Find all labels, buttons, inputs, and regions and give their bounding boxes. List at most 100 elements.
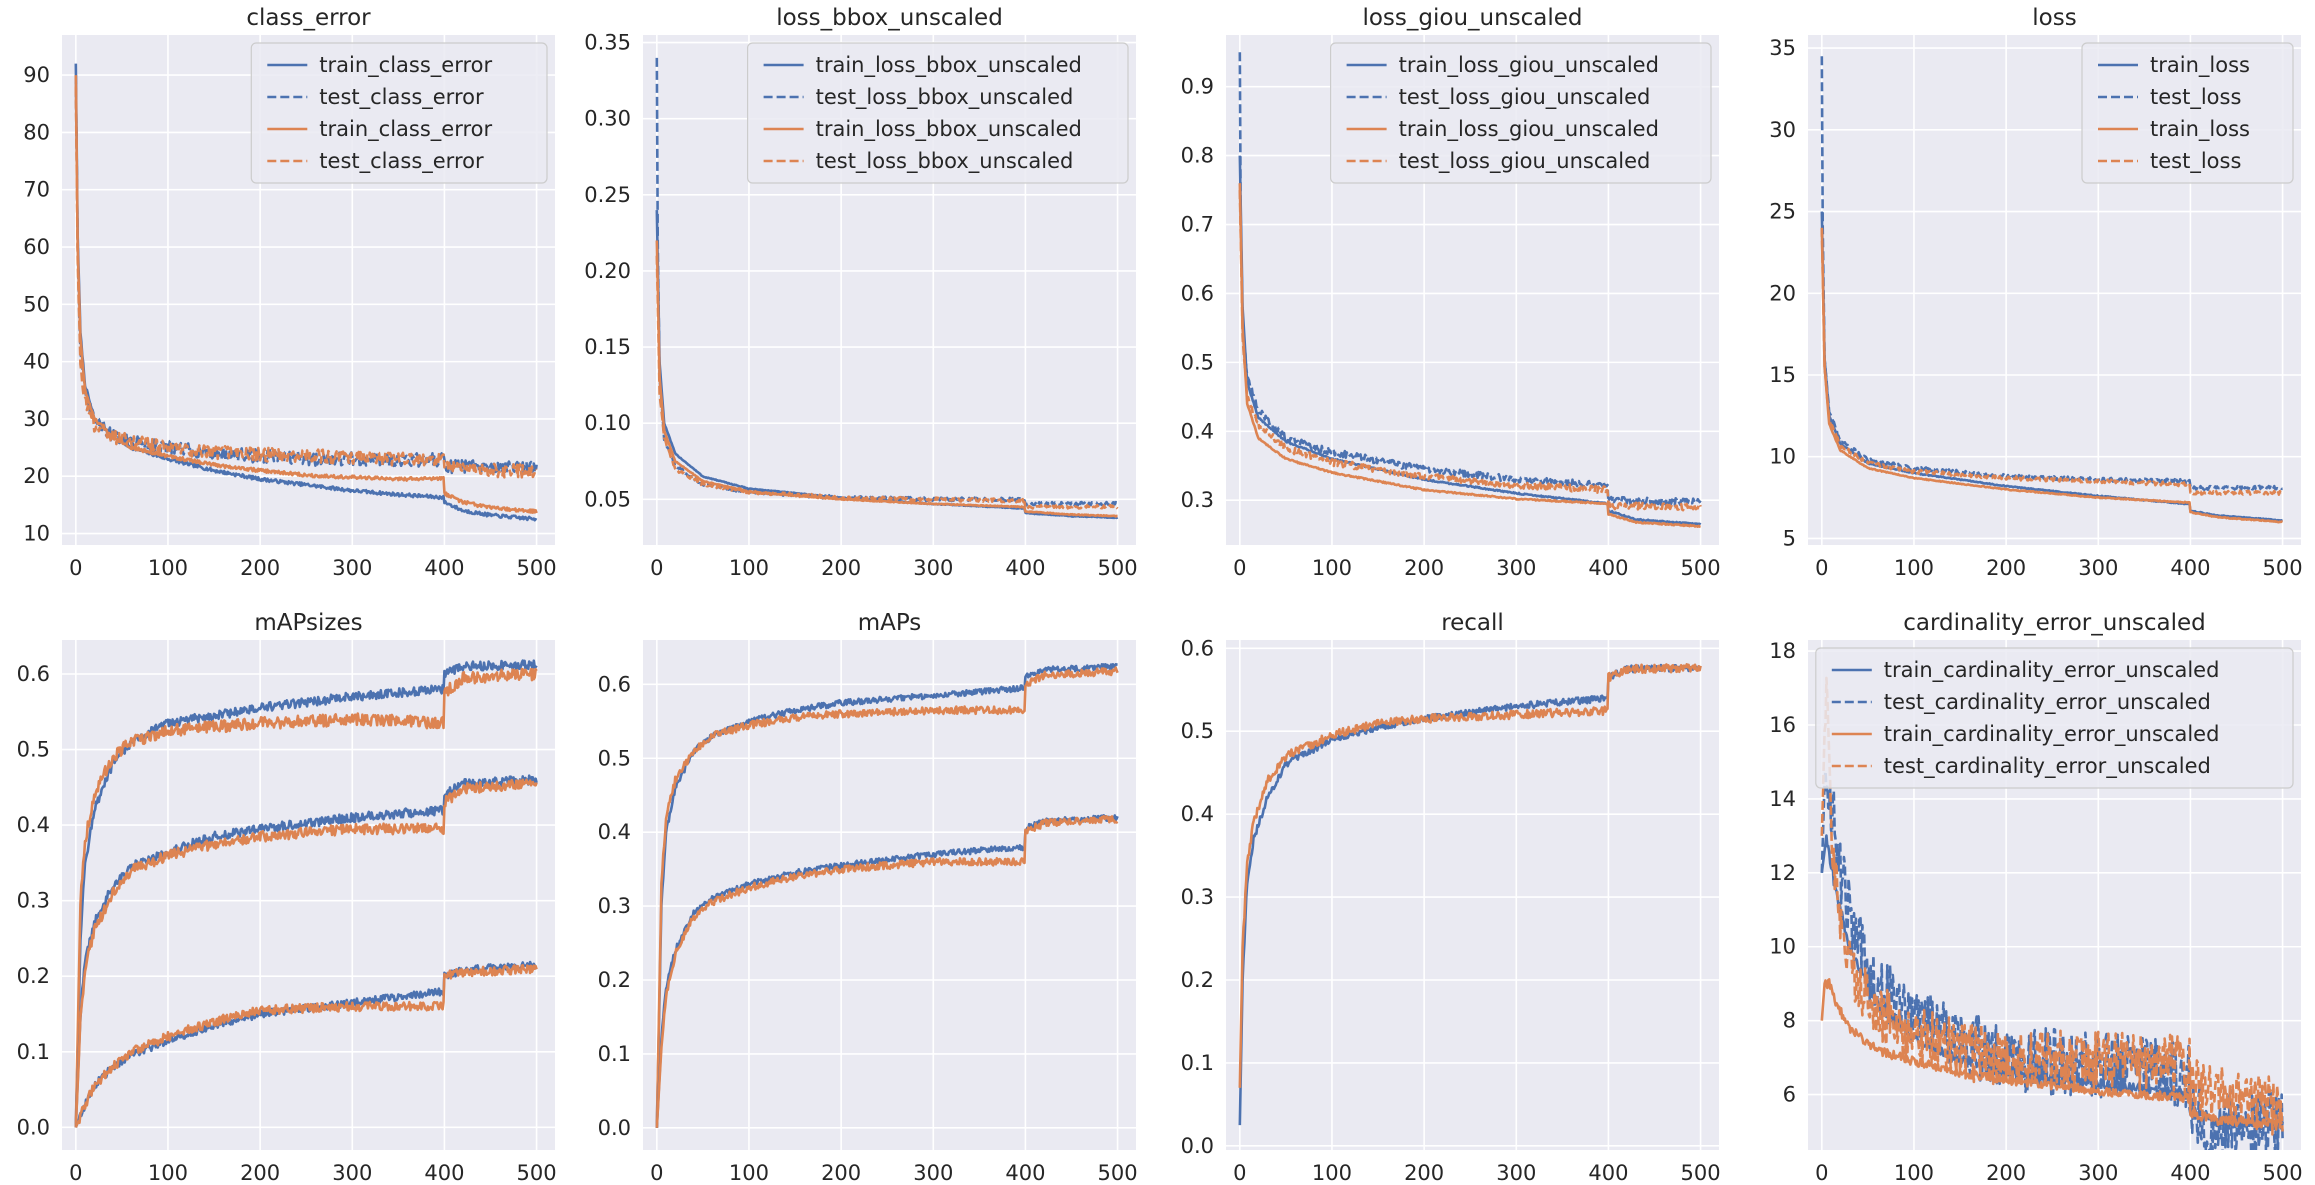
- subplot-cardinality_error_unscaled: 0 100 200 300 400 500 6 8 10 12 14 16 18 cardinality_…: [1769, 610, 2302, 1185]
- subplot-title: mAPsizes: [254, 610, 362, 636]
- y-tick-label: 0.2: [17, 964, 50, 988]
- series-line-test_loss_bbox_unscaled: [655, 255, 1119, 510]
- legend-entry: test_loss_bbox_unscaled: [816, 85, 1074, 110]
- y-tick-label: 0.5: [598, 746, 631, 770]
- y-tick-label: 0.6: [1181, 636, 1214, 660]
- x-tick-label: 400: [1005, 556, 1045, 580]
- subplot-title: loss: [2032, 5, 2076, 31]
- legend: train_loss_bbox_unscaled test_loss_bbox_u…: [746, 42, 1129, 184]
- y-tick-label: 35: [1769, 36, 1796, 60]
- y-tick-label: 0.1: [17, 1040, 50, 1064]
- y-tick-label: 60: [23, 235, 50, 259]
- x-tick-label: 0: [69, 556, 82, 580]
- x-tick-label: 400: [1005, 1161, 1045, 1185]
- y-tick-label: 0.35: [584, 31, 631, 55]
- legend-entry: test_class_error: [319, 85, 484, 110]
- subplot-title: loss_giou_unscaled: [1362, 5, 1582, 31]
- x-tick-label: 100: [1894, 1161, 1934, 1185]
- y-tick-label: 10: [1769, 935, 1796, 959]
- subplot-title: mAPs: [858, 610, 922, 636]
- legend-entry: test_loss: [2150, 85, 2241, 110]
- x-tick-label: 100: [148, 1161, 188, 1185]
- y-tick-label: 20: [23, 464, 50, 488]
- series-line-train_loss_giou_unscaled: [1238, 155, 1702, 526]
- series-line-test_loss: [1820, 56, 2283, 492]
- x-tick-label: 300: [332, 1161, 372, 1185]
- y-tick-label: 0.30: [584, 107, 631, 131]
- y-tick-label: 10: [23, 522, 50, 546]
- x-tick-label: 0: [1233, 556, 1246, 580]
- y-tick-label: 0.9: [1181, 75, 1214, 99]
- subplot-title: recall: [1441, 610, 1504, 636]
- y-tick-label: 15: [1769, 363, 1796, 387]
- series-line-test_loss_giou_unscaled: [1238, 52, 1702, 507]
- x-tick-label: 300: [913, 1161, 953, 1185]
- series-line-test_class_error: [74, 86, 538, 479]
- legend-entry: test_cardinality_error_unscaled: [1884, 690, 2211, 715]
- legend: train_loss test_loss train_loss test_loss: [2081, 42, 2294, 184]
- y-tick-label: 90: [23, 63, 50, 87]
- x-tick-label: 500: [517, 556, 557, 580]
- x-tick-label: 100: [729, 1161, 769, 1185]
- x-tick-label: 0: [650, 1161, 663, 1185]
- series-line-test_loss_giou_unscaled: [1238, 190, 1702, 512]
- x-tick-label: 100: [729, 556, 769, 580]
- legend-frame: [746, 42, 1129, 184]
- y-tick-label: 0.7: [1181, 213, 1214, 237]
- legend-entry: train_loss_giou_unscaled: [1399, 117, 1659, 142]
- subplot-loss: 0 100 200 300 400 5005101520253035losstrain_l…: [1769, 5, 2302, 580]
- y-tick-label: 30: [23, 407, 50, 431]
- legend-frame: [1329, 42, 1712, 184]
- x-tick-label: 200: [240, 1161, 280, 1185]
- x-tick-label: 300: [2078, 556, 2118, 580]
- subplot-title: loss_bbox_unscaled: [776, 5, 1003, 31]
- series-line-series-1: [655, 666, 1119, 1128]
- y-tick-label: 6: [1783, 1083, 1796, 1107]
- legend-entry: train_loss: [2150, 53, 2250, 78]
- y-tick-label: 16: [1769, 713, 1796, 737]
- subplot-loss_bbox_unscaled: 0 100 200 300 400 500 0.05 0.10 0.15 0.20 0.25 0.30…: [584, 5, 1137, 580]
- subplot-class_error: 0 100 200 300 400 500 10 20 30 40 50 60 70 80 90 class_…: [23, 5, 556, 580]
- y-tick-label: 10: [1769, 445, 1796, 469]
- series-line-test_loss: [1820, 227, 2284, 496]
- x-tick-label: 300: [1496, 1161, 1536, 1185]
- x-tick-label: 400: [1588, 1161, 1628, 1185]
- y-tick-label: 12: [1769, 861, 1796, 885]
- legend-frame: [1815, 647, 2294, 789]
- subplot-loss_giou_unscaled: 0 100 200 300 400 500 0.3 0.4 0.5 0.6 0.7 0.8 0.9 los…: [1181, 5, 1721, 580]
- y-tick-label: 20: [1769, 281, 1796, 305]
- series-line-series-1: [1238, 663, 1702, 1088]
- y-tick-label: 0.5: [17, 738, 50, 762]
- x-tick-label: 200: [240, 556, 280, 580]
- x-tick-label: 0: [1815, 556, 1828, 580]
- x-tick-label: 300: [2078, 1161, 2118, 1185]
- series-line-series-0: [74, 659, 538, 1128]
- x-tick-label: 500: [1098, 556, 1138, 580]
- plot-area: [1226, 640, 1719, 1150]
- x-tick-label: 300: [913, 556, 953, 580]
- legend-frame: [2081, 42, 2294, 184]
- series-line-series-1: [74, 667, 538, 1128]
- y-tick-label: 0.3: [598, 894, 631, 918]
- x-tick-label: 100: [1312, 1161, 1352, 1185]
- y-tick-label: 0.4: [17, 813, 50, 837]
- x-tick-label: 200: [821, 1161, 861, 1185]
- series-line-series-3: [74, 778, 538, 1128]
- legend-entry: train_loss_bbox_unscaled: [816, 53, 1082, 78]
- y-tick-label: 8: [1783, 1009, 1796, 1033]
- y-tick-label: 0.2: [598, 968, 631, 992]
- x-tick-label: 100: [1312, 556, 1352, 580]
- x-tick-label: 300: [332, 556, 372, 580]
- x-tick-label: 400: [424, 1161, 464, 1185]
- legend: train_loss_giou_unscaled test_loss_giou_u…: [1329, 42, 1712, 184]
- series-line-series-3: [655, 814, 1119, 1128]
- y-tick-label: 0.10: [584, 411, 631, 435]
- x-tick-label: 0: [1815, 1161, 1828, 1185]
- x-tick-label: 0: [650, 556, 663, 580]
- x-tick-label: 100: [1894, 556, 1934, 580]
- y-tick-label: 25: [1769, 200, 1796, 224]
- x-tick-label: 400: [2170, 556, 2210, 580]
- legend-entry: test_loss: [2150, 149, 2241, 174]
- legend-entry: train_class_error: [319, 53, 492, 78]
- y-tick-label: 0.0: [17, 1115, 50, 1139]
